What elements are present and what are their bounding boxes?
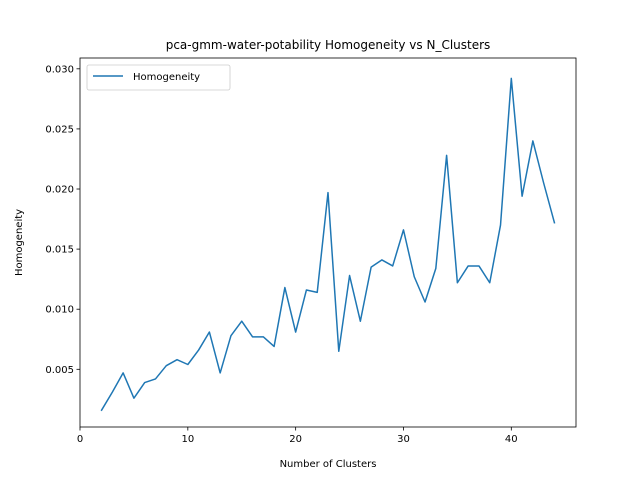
x-tick-label: 0 xyxy=(77,434,83,445)
y-tick-label: 0.025 xyxy=(45,124,74,135)
plot-frame xyxy=(79,57,577,428)
y-tick-label: 0.005 xyxy=(45,365,74,376)
series-line-homogeneity xyxy=(100,77,556,412)
y-tick-label: 0.020 xyxy=(45,185,74,196)
y-tick-label: 0.010 xyxy=(45,305,74,316)
y-axis-label: Homogeneity xyxy=(14,209,25,276)
x-tick-label: 10 xyxy=(181,434,194,445)
y-axis-ticks: 0.005 0.010 0.015 0.020 0.025 0.030 xyxy=(45,64,80,376)
y-tick-label: 0.015 xyxy=(45,245,74,256)
y-tick-label: 0.030 xyxy=(45,64,74,75)
legend-box xyxy=(86,64,231,91)
legend: Homogeneity xyxy=(86,64,231,91)
x-axis-label: Number of Clusters xyxy=(280,459,377,470)
x-tick-label: 30 xyxy=(397,434,410,445)
x-axis-ticks: 0 10 20 30 40 xyxy=(77,427,518,445)
legend-label: Homogeneity xyxy=(133,72,200,83)
x-tick-label: 40 xyxy=(505,434,518,445)
chart-title: pca-gmm-water-potability Homogeneity vs … xyxy=(166,38,491,52)
x-tick-label: 20 xyxy=(289,434,302,445)
